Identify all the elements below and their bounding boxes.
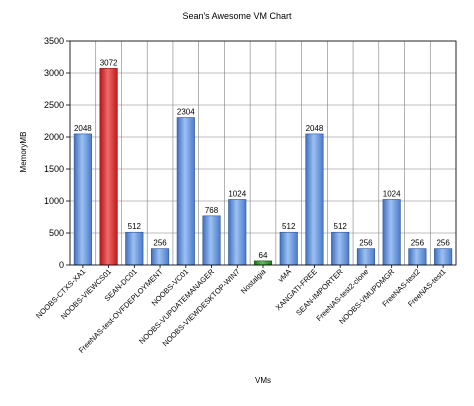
y-tick-label: 3500 [44,36,64,46]
y-tick-label: 1000 [44,196,64,206]
bar-noobs-viewdesktop-win7 [228,199,247,266]
data-label: 768 [205,206,219,215]
y-tick-label: 2500 [44,100,64,110]
bar-freenas-test2-clone [356,248,375,266]
x-tick-label: Nostalgia [239,266,268,295]
data-label: 512 [282,222,296,231]
x-tick-label: SEAN-IMPORTER [294,267,345,318]
y-tick-label: 3000 [44,68,64,78]
x-axis-label: VMs [255,376,271,385]
bar-freenas-test1 [434,248,453,266]
bar-freenas-test2 [408,248,427,266]
data-label: 256 [359,239,373,248]
bar-nostalgia [253,260,273,266]
bar-sean-importer [331,231,350,266]
bar-noobs-vupdatemanager [202,215,221,266]
plot-area-border [69,40,457,266]
bar-noobs-ctxs-xa1 [73,133,92,266]
data-label: 256 [436,239,450,248]
bar-xangati-free [305,133,324,266]
bar-noobs-vc01 [176,117,195,266]
chart-title: Sean's Awesome VM Chart [182,11,292,21]
bar-vma [279,231,298,266]
bar-noobs-viewcs01 [99,68,118,266]
y-axis-label: MemoryMB [19,132,28,173]
data-labels-layer: 2048 3072 512 256 2304 768 1024 64 512 2048 512 256… [74,58,450,260]
bar-sean-dc01 [125,231,144,266]
data-label: 2048 [306,124,324,133]
data-label: 512 [334,222,348,231]
data-label: 1024 [383,189,401,198]
data-label: 2048 [74,124,92,133]
grid-layer [69,40,457,266]
data-label: 3072 [100,58,118,67]
data-label: 512 [128,222,142,231]
bars-layer [73,68,453,266]
y-tick-label: 0 [59,260,64,270]
data-label: 256 [153,239,167,248]
y-tick-label: 500 [49,228,64,238]
bar-freenas-test-ovfdeployment [151,248,170,266]
y-tick-label: 1500 [44,164,64,174]
data-label: 2304 [177,108,195,117]
bar-noobs-vmupdmgr [382,199,401,266]
data-label: 256 [411,239,425,248]
y-tick-label: 2000 [44,132,64,142]
x-tick-label: vMA [276,267,293,284]
data-label: 64 [259,251,268,260]
data-label: 1024 [228,189,246,198]
